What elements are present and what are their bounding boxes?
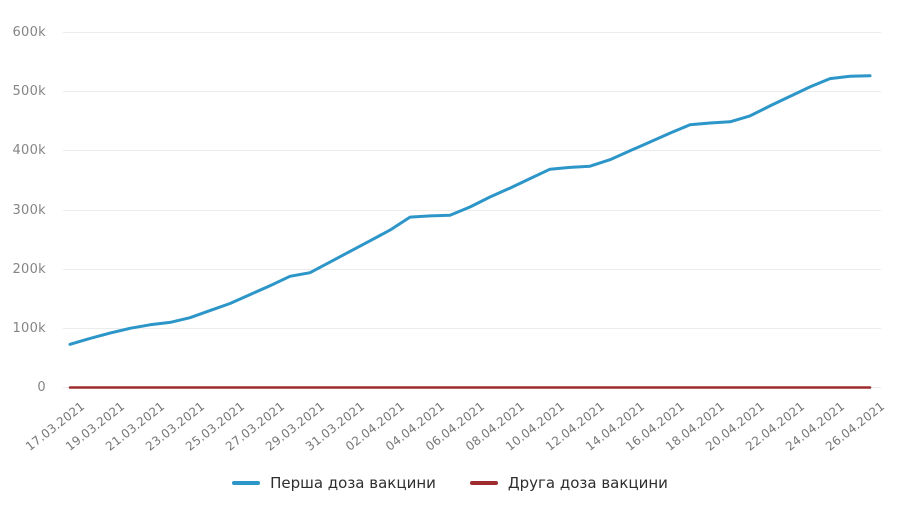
y-tick-label: 200k bbox=[12, 261, 46, 277]
gridline bbox=[63, 150, 881, 152]
legend-item-second-dose[interactable]: Друга доза вакцини bbox=[469, 474, 668, 492]
gridline bbox=[63, 32, 881, 33]
second-dose-line-swatch bbox=[469, 481, 498, 485]
legend: Перша доза вакцини Друга доза вакцини bbox=[0, 474, 900, 492]
series-line bbox=[68, 74, 872, 346]
legend-label-first-dose: Перша доза вакцини bbox=[270, 474, 436, 492]
y-tick-label: 400k bbox=[12, 143, 46, 159]
gridline bbox=[63, 209, 881, 211]
gridline bbox=[63, 268, 881, 270]
gridline bbox=[63, 327, 881, 329]
first-dose-line-swatch bbox=[232, 481, 261, 485]
y-tick-label: 0 bbox=[37, 380, 46, 395]
legend-item-first-dose[interactable]: Перша доза вакцини bbox=[232, 474, 436, 492]
y-tick-label: 600k bbox=[12, 25, 46, 40]
y-tick-label: 300k bbox=[12, 202, 46, 218]
legend-label-second-dose: Друга доза вакцини bbox=[507, 474, 668, 492]
y-tick-label: 500k bbox=[12, 84, 46, 100]
gridline bbox=[63, 91, 881, 93]
y-tick-label: 100k bbox=[12, 320, 46, 336]
